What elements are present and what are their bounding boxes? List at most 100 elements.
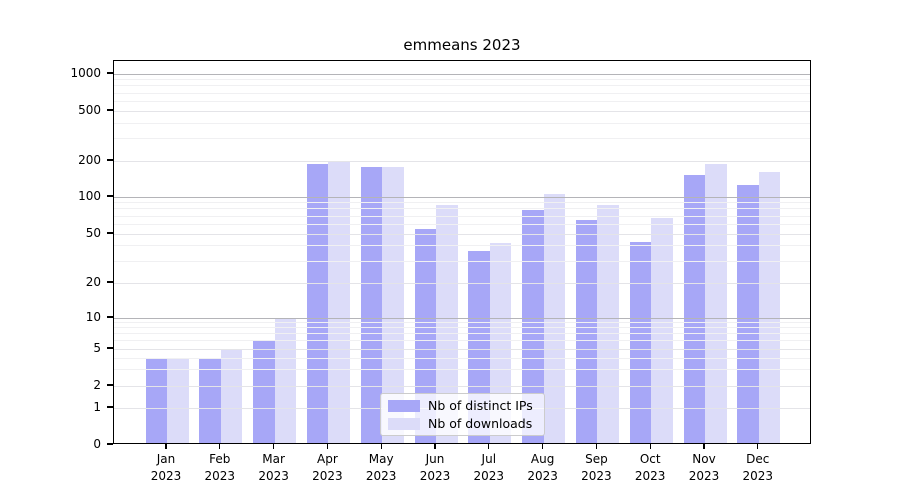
y-tick-label: 50 xyxy=(85,226,101,240)
gridline-minor xyxy=(114,79,810,81)
gridline-minor xyxy=(114,369,810,371)
y-tick-label: 0 xyxy=(93,437,101,451)
y-tick-label: 200 xyxy=(78,153,101,167)
x-tick-label: Mar 2023 xyxy=(258,452,289,483)
bar-distinct-ips xyxy=(737,184,759,443)
gridline-decade xyxy=(114,196,810,198)
bar-distinct-ips xyxy=(253,340,275,443)
bar-distinct-ips xyxy=(199,357,221,443)
gridline-decade xyxy=(114,73,810,75)
y-tick-mark xyxy=(107,316,113,318)
bar-distinct-ips xyxy=(575,219,598,443)
gridline-minor xyxy=(114,245,810,247)
gridline-minor xyxy=(114,333,810,335)
bar-distinct-ips xyxy=(360,166,383,443)
gridline-minor xyxy=(114,260,810,262)
y-tick-label: 500 xyxy=(78,103,101,117)
bar-distinct-ips xyxy=(145,357,167,443)
x-tick-mark xyxy=(326,444,329,449)
bar-distinct-ips xyxy=(522,210,544,443)
y-tick-label: 1000 xyxy=(70,66,101,80)
bar-downloads xyxy=(167,357,189,443)
x-tick-mark xyxy=(488,444,490,449)
gridlines-layer xyxy=(114,61,810,443)
x-tick-mark xyxy=(380,444,382,449)
gridline-minor xyxy=(114,215,810,217)
bar-downloads xyxy=(489,242,512,443)
x-tick-label: Oct 2023 xyxy=(634,452,666,483)
gridline-major xyxy=(114,385,810,387)
bar-distinct-ips xyxy=(683,175,705,443)
y-tick-mark xyxy=(107,406,113,408)
y-tick-label: 20 xyxy=(85,275,101,289)
gridline-decade xyxy=(114,317,810,319)
x-tick-mark xyxy=(541,444,544,449)
legend: Nb of distinct IPs Nb of downloads xyxy=(380,393,545,436)
bar-downloads xyxy=(597,205,619,443)
y-tick-mark xyxy=(107,443,113,445)
x-tick-mark xyxy=(703,444,705,449)
y-tick-label: 1 xyxy=(93,400,101,414)
legend-row-downloads: Nb of downloads xyxy=(388,416,537,431)
y-tick-label: 5 xyxy=(93,341,101,355)
x-tick-label: Aug 2023 xyxy=(527,452,558,483)
plot-area xyxy=(113,60,811,444)
bar-downloads xyxy=(328,161,350,443)
legend-swatch-distinct-ips xyxy=(388,399,420,412)
gridline-minor xyxy=(114,322,810,324)
x-tick-label: Dec 2023 xyxy=(742,452,774,483)
gridline-minor xyxy=(114,85,810,87)
legend-label-downloads: Nb of downloads xyxy=(428,416,533,431)
x-tick-mark xyxy=(165,444,167,449)
gridline-major xyxy=(114,348,810,350)
x-tick-mark xyxy=(595,444,598,449)
gridline-minor xyxy=(114,138,810,140)
gridline-minor xyxy=(114,223,810,225)
bar-downloads xyxy=(436,205,458,443)
legend-row-distinct-ips: Nb of distinct IPs xyxy=(388,398,537,413)
x-tick-mark xyxy=(272,444,275,449)
y-tick-mark xyxy=(107,232,113,234)
gridline-minor xyxy=(114,100,810,102)
gridline-minor xyxy=(114,357,810,359)
gridline-minor xyxy=(114,122,810,124)
gridline-major xyxy=(114,282,810,284)
bar-downloads xyxy=(651,217,673,443)
bar-downloads xyxy=(543,194,566,443)
y-tick-mark xyxy=(107,195,113,197)
x-tick-mark xyxy=(219,444,221,449)
x-tick-label: Jun 2023 xyxy=(419,452,451,483)
y-tick-label: 2 xyxy=(93,378,101,392)
x-tick-label: Jan 2023 xyxy=(150,452,182,483)
gridline-minor xyxy=(114,340,810,342)
x-tick-label: Jul 2023 xyxy=(473,452,505,483)
x-tick-label: Nov 2023 xyxy=(688,452,720,483)
x-tick-mark xyxy=(434,444,436,449)
x-tick-label: Apr 2023 xyxy=(312,452,343,483)
gridline-major xyxy=(114,110,810,112)
y-tick-mark xyxy=(107,384,113,386)
gridline-minor xyxy=(114,327,810,329)
y-tick-mark xyxy=(107,281,113,283)
x-tick-label: Sep 2023 xyxy=(581,452,612,483)
bar-downloads xyxy=(220,348,243,443)
gridline-minor xyxy=(114,202,810,204)
y-tick-label: 10 xyxy=(85,310,101,324)
gridline-major xyxy=(114,160,810,162)
bar-downloads xyxy=(382,167,404,443)
y-tick-label: 100 xyxy=(78,189,101,203)
legend-label-distinct-ips: Nb of distinct IPs xyxy=(428,398,533,413)
y-tick-mark xyxy=(107,347,113,349)
x-tick-mark xyxy=(757,444,759,449)
x-tick-mark xyxy=(649,444,651,449)
gridline-major xyxy=(114,233,810,235)
y-tick-mark xyxy=(107,72,113,74)
bar-distinct-ips xyxy=(629,241,652,443)
gridline-minor xyxy=(114,92,810,94)
chart-title: emmeans 2023 xyxy=(403,36,521,54)
x-tick-label: May 2023 xyxy=(365,452,397,483)
y-tick-mark xyxy=(107,159,113,161)
gridline-minor xyxy=(114,208,810,210)
y-tick-mark xyxy=(107,109,113,111)
